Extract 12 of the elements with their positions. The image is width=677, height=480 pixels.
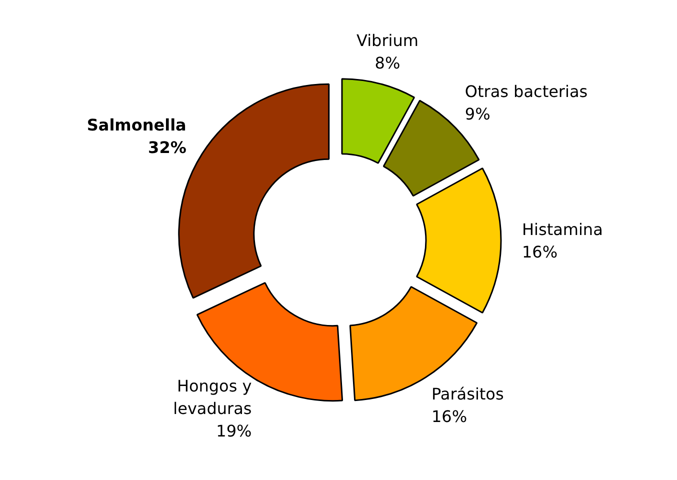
slice-label: Hongos y levaduras [173,376,252,418]
slice-label: Vibrium [356,30,418,50]
slice-label: Otras bacterias [464,82,588,101]
slice-label: Histamina [522,220,603,239]
data-label: 16% [431,406,468,426]
data-label: 8% [374,53,400,72]
data-label: 16% [522,242,558,262]
slice-label: Parásitos [431,384,504,404]
data-label: 32% [148,138,186,157]
data-label: 9% [464,104,490,124]
data-label: 19% [216,421,252,440]
slice-label: Salmonella [86,115,186,134]
